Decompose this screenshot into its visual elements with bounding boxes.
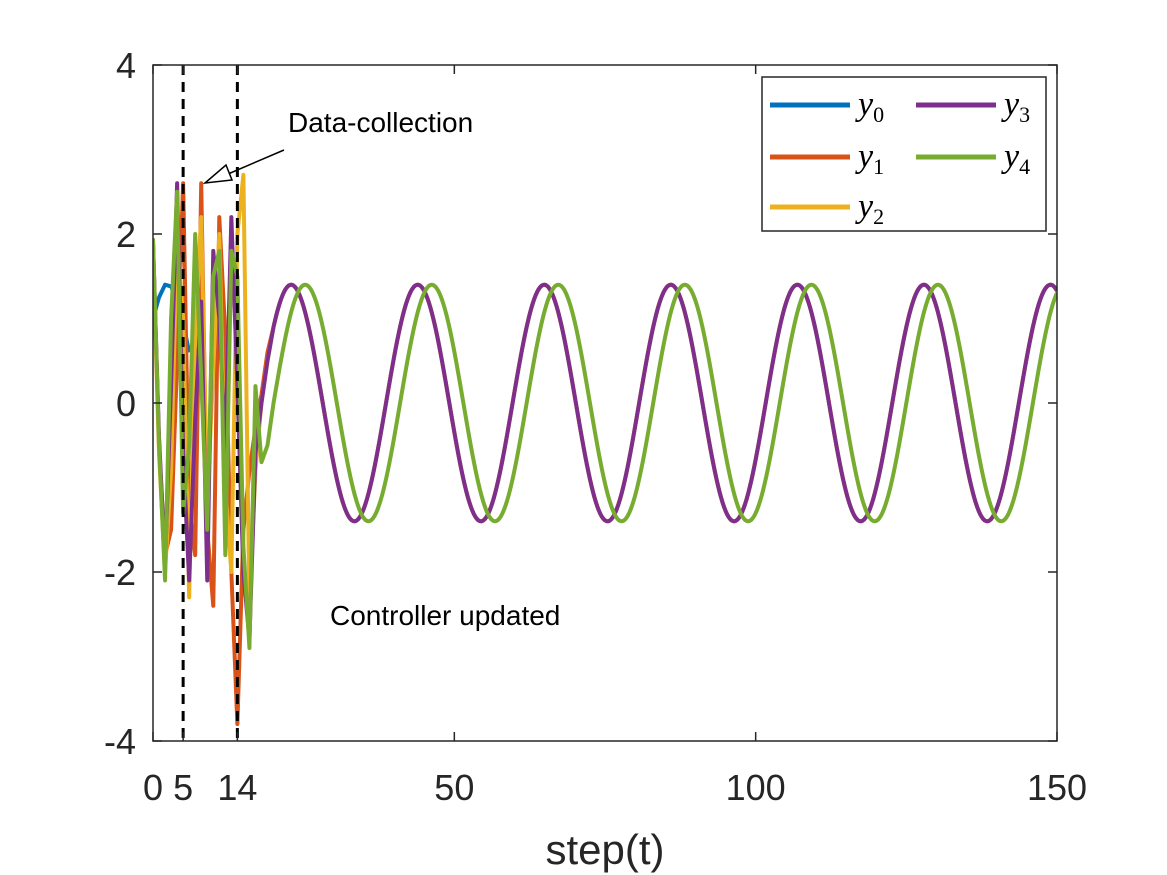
- legend-subscript: 4: [1019, 154, 1030, 179]
- y-tick-label: 2: [116, 214, 136, 255]
- vertical-markers: [181, 65, 239, 741]
- x-tick-label: 150: [1027, 767, 1087, 808]
- series-line-y4: [153, 189, 1057, 651]
- y-tick-label: -2: [104, 552, 136, 593]
- x-tick-label: 0: [143, 767, 163, 808]
- legend-subscript: 1: [873, 154, 884, 179]
- annotation-arrow-head: [202, 163, 234, 185]
- x-tick-label: 14: [217, 767, 257, 808]
- series-layer: [153, 172, 1057, 727]
- x-tick-label: 5: [173, 767, 193, 808]
- x-tick-label: 100: [726, 767, 786, 808]
- y-tick-label: -4: [104, 721, 136, 762]
- x-tick-label: 50: [434, 767, 474, 808]
- y-tick-label: 0: [116, 383, 136, 424]
- annotation-controller-updated: Controller updated: [330, 600, 560, 631]
- legend-subscript: 3: [1019, 102, 1030, 127]
- series-line-y3: [153, 181, 1057, 642]
- annotations: Data-collection Controller updated: [202, 107, 560, 631]
- y-tick-label: 4: [116, 45, 136, 86]
- legend-subscript: 0: [873, 102, 884, 127]
- legend-subscript: 2: [873, 204, 884, 229]
- annotation-data-collection: Data-collection: [288, 107, 473, 138]
- axes: [152, 64, 1058, 742]
- x-axis-label: step(t): [545, 826, 664, 873]
